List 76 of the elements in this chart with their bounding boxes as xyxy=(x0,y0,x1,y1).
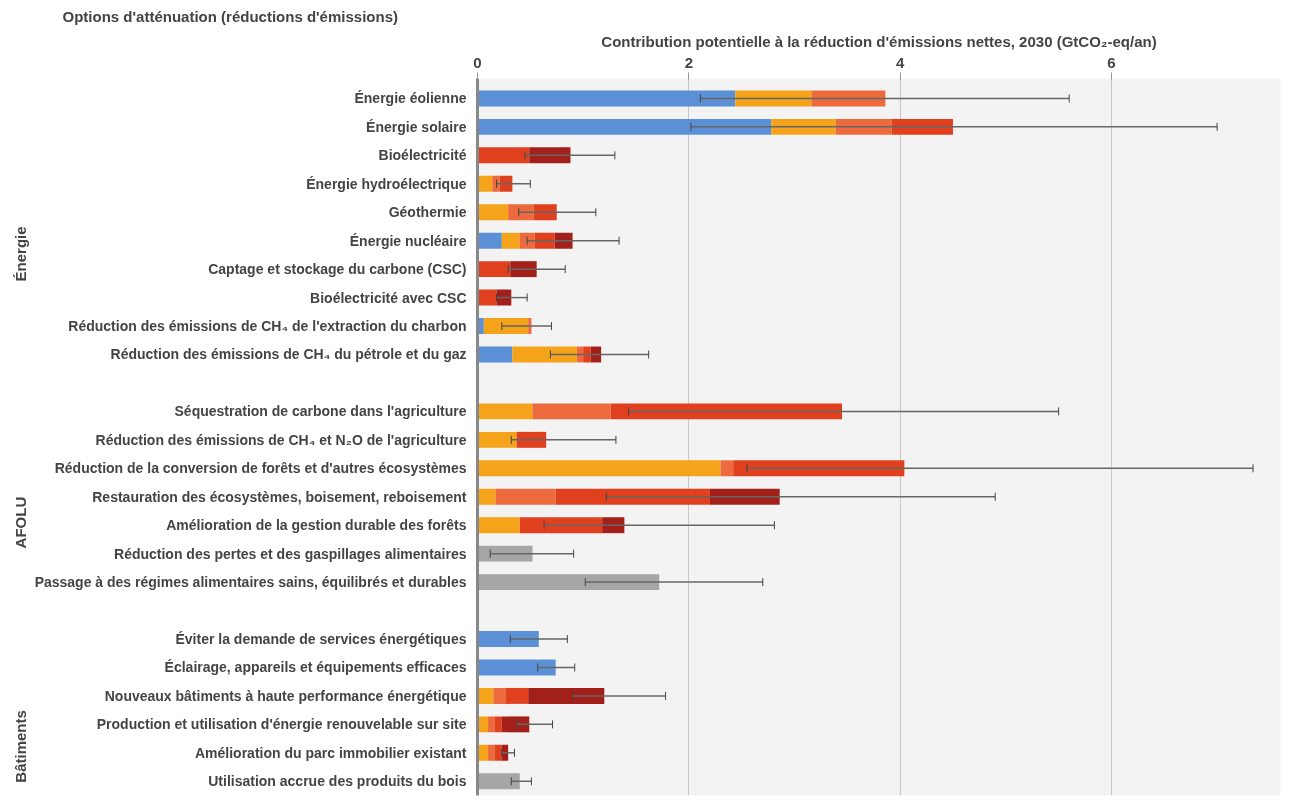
bar xyxy=(534,232,555,249)
bar xyxy=(493,687,507,704)
y-tick-label: Éclairage, appareils et équipements efficaces xyxy=(164,659,467,676)
bar xyxy=(496,289,512,306)
x-tick-label: 4 xyxy=(895,53,905,71)
bar xyxy=(733,460,905,477)
bar xyxy=(477,460,721,477)
bar xyxy=(477,204,509,221)
y-tick-label: Bioélectricité avec CSC xyxy=(310,289,467,306)
text: Énergie xyxy=(12,226,29,282)
y-tick-label: Nouveaux bâtiments à haute performance énergétique xyxy=(104,687,467,704)
y-tick-label: Énergie nucléaire xyxy=(349,232,467,249)
y-tick-label: Réduction des émissions de CH₄ de l'extraction du charbon xyxy=(68,318,467,335)
y-tick-label: Amélioration du parc immobilier existant xyxy=(195,744,467,761)
bar xyxy=(519,232,535,249)
x-tick-label: 6 xyxy=(1107,53,1116,71)
bar xyxy=(583,346,591,363)
text: AFOLU xyxy=(12,496,29,549)
y-tick-label: Séquestration de carbone dans l'agriculture xyxy=(174,403,467,420)
bar xyxy=(477,574,660,591)
bar xyxy=(488,744,495,761)
y-tick-label: Géothermie xyxy=(388,204,467,221)
bar xyxy=(477,517,520,534)
bar xyxy=(501,716,530,733)
bar xyxy=(495,488,556,505)
bar xyxy=(477,631,539,647)
bar xyxy=(477,90,736,107)
y-tick-label: Réduction des émissions de CH₄ du pétrole et du gaz xyxy=(110,346,467,363)
bar xyxy=(494,744,502,761)
bar xyxy=(528,687,605,704)
y-tick-label: Utilisation accrue des produits du bois xyxy=(208,773,467,790)
bar xyxy=(488,716,495,733)
bar xyxy=(555,488,710,505)
bar xyxy=(610,403,843,420)
y-tick-label: Énergie hydroélectrique xyxy=(306,175,467,192)
bar xyxy=(508,204,534,221)
bar xyxy=(529,147,571,164)
x-tick-label: 0 xyxy=(473,53,482,71)
bar xyxy=(477,232,502,249)
bar xyxy=(477,289,497,306)
bar xyxy=(494,716,502,733)
bar xyxy=(477,118,772,135)
y-tick-label: Réduction de la conversion de forêts et d'autres écosystèmes xyxy=(54,460,467,477)
bar xyxy=(532,403,611,420)
y-tick-label: Production et utilisation d'énergie renouvelable sur site xyxy=(96,716,467,733)
bar xyxy=(554,232,573,249)
x-axis-title: Contribution potentielle à la réduction d'émissions nettes, 2030 (GtCO₂-eq/an) xyxy=(601,32,1157,50)
bar xyxy=(477,545,533,562)
bar xyxy=(519,517,603,534)
bar xyxy=(477,773,520,790)
y-tick-label: Énergie solaire xyxy=(366,118,467,135)
x-tick-label: 2 xyxy=(684,53,693,71)
bar xyxy=(477,431,517,448)
bar xyxy=(483,318,529,334)
bar xyxy=(512,346,577,363)
y-tick-label: Réduction des pertes et des gaspillages alimentaires xyxy=(114,545,467,562)
bar xyxy=(501,232,520,249)
bar xyxy=(477,147,530,164)
y-tick-label: Restauration des écosystèmes, boisement, reboisement xyxy=(92,488,467,505)
y-tick-label: Captage et stockage du carbone (CSC) xyxy=(208,261,467,278)
bar xyxy=(477,659,556,676)
bar xyxy=(477,261,511,278)
bar xyxy=(735,90,812,107)
text: Bâtiments xyxy=(12,710,29,783)
bar xyxy=(506,687,529,704)
y-tick-label: Bioélectricité xyxy=(378,147,467,164)
bar xyxy=(477,488,496,505)
y-tick-label: Énergie éolienne xyxy=(354,90,467,107)
y-tick-label: Réduction des émissions de CH₄ et N₂O de l'agriculture xyxy=(95,431,467,448)
bar xyxy=(720,460,734,477)
y-tick-label: Éviter la demande de services énergétiques xyxy=(175,631,467,648)
y-axis-title: Options d'atténuation (réductions d'émissions) xyxy=(62,7,398,25)
y-tick-label: Amélioration de la gestion durable des forêts xyxy=(166,517,467,534)
bar xyxy=(477,403,533,420)
y-tick-label: Passage à des régimes alimentaires sains, équilibrés et durables xyxy=(34,574,467,591)
bar xyxy=(811,90,886,107)
